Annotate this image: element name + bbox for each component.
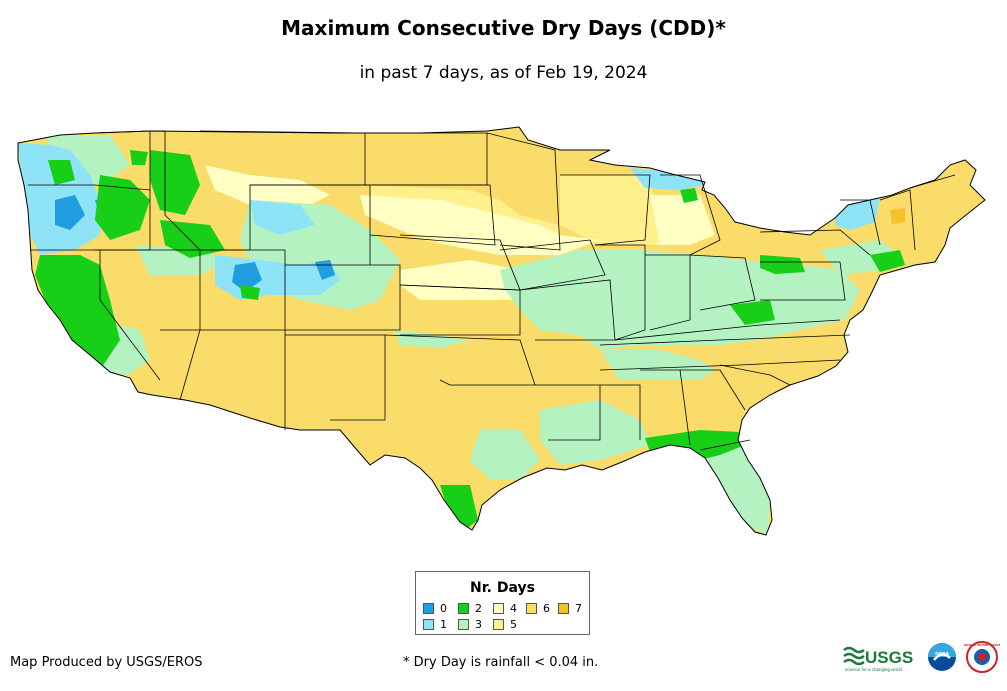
map-credit: Map Produced by USGS/EROS — [10, 655, 203, 670]
legend-swatch-5 — [493, 619, 504, 630]
usgs-logo: USGS science for a changing world — [843, 646, 913, 672]
legend-swatch-7 — [558, 603, 569, 614]
legend-swatch-4 — [493, 603, 504, 614]
legend-swatch-0 — [423, 603, 434, 614]
legend-swatch-3 — [458, 619, 469, 630]
dry-days-shading — [18, 127, 985, 535]
legend-label-0: 0 — [440, 602, 447, 615]
legend-label-1: 1 — [440, 618, 447, 631]
legend-swatch-2 — [458, 603, 469, 614]
legend-label-2: 2 — [475, 602, 482, 615]
dry-day-footnote: * Dry Day is rainfall < 0.04 in. — [403, 655, 599, 670]
usgs-logo-tagline: science for a changing world — [845, 667, 903, 672]
agency-logos: USGS science for a changing world noaa N… — [843, 641, 1001, 673]
legend-label-5: 5 — [510, 618, 517, 631]
noaa-logo: noaa — [928, 643, 956, 671]
map-title: Maximum Consecutive Dry Days (CDD)* — [281, 16, 726, 40]
legend-label-3: 3 — [475, 618, 482, 631]
usgs-logo-text: USGS — [865, 648, 913, 667]
legend-swatch-6 — [526, 603, 537, 614]
nws-logo-text: NATIONAL WEATHER SERVICE — [964, 644, 1001, 647]
map-subtitle: in past 7 days, as of Feb 19, 2024 — [359, 63, 648, 83]
legend-swatch-1 — [423, 619, 434, 630]
legend-title: Nr. Days — [470, 580, 535, 596]
map-legend: Nr. Days 0 1 2 3 4 5 6 7 — [415, 571, 590, 635]
legend-label-7: 7 — [575, 602, 582, 615]
nws-logo: NATIONAL WEATHER SERVICE — [964, 641, 1001, 673]
legend-label-4: 4 — [510, 602, 517, 615]
noaa-logo-text: noaa — [935, 651, 949, 657]
legend-label-6: 6 — [543, 602, 550, 615]
